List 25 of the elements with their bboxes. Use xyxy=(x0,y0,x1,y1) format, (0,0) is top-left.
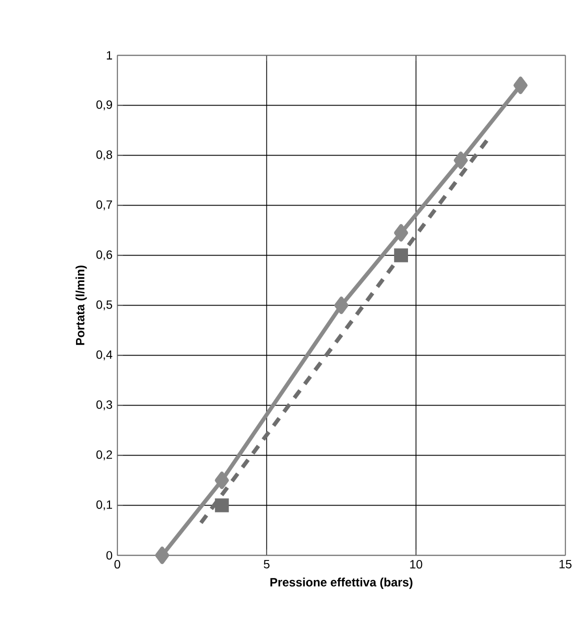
y-tick-label: 0,5 xyxy=(96,300,112,310)
y-tick-label: 0,8 xyxy=(96,150,112,160)
point xyxy=(454,152,468,169)
y-tick-label: 0,7 xyxy=(96,200,112,210)
x-tick-label: 15 xyxy=(560,560,572,568)
y-tick-label: 0,2 xyxy=(96,450,112,460)
y-axis-title: Portata (l/min) xyxy=(76,266,87,345)
point xyxy=(334,296,348,314)
point xyxy=(394,224,408,242)
y-tick-label: 0,3 xyxy=(96,400,112,410)
point xyxy=(155,546,170,564)
point xyxy=(394,248,408,262)
y-tick-label: 1 xyxy=(106,51,112,60)
y-tick-label: 0,4 xyxy=(96,350,112,360)
y-tick-label: 0,6 xyxy=(96,250,112,260)
x-tick-label: 5 xyxy=(264,560,270,568)
x-tick-label: 10 xyxy=(410,560,422,569)
y-tick-label: 0,1 xyxy=(96,500,112,510)
point xyxy=(514,76,528,94)
y-tick-label: 0 xyxy=(106,551,112,560)
point xyxy=(214,472,229,489)
point xyxy=(214,498,229,512)
y-tick-label: 0,9 xyxy=(96,100,112,110)
x-tick-label: 0 xyxy=(114,560,120,569)
x-axis-title: Pressione effettiva (bars) xyxy=(270,578,412,589)
